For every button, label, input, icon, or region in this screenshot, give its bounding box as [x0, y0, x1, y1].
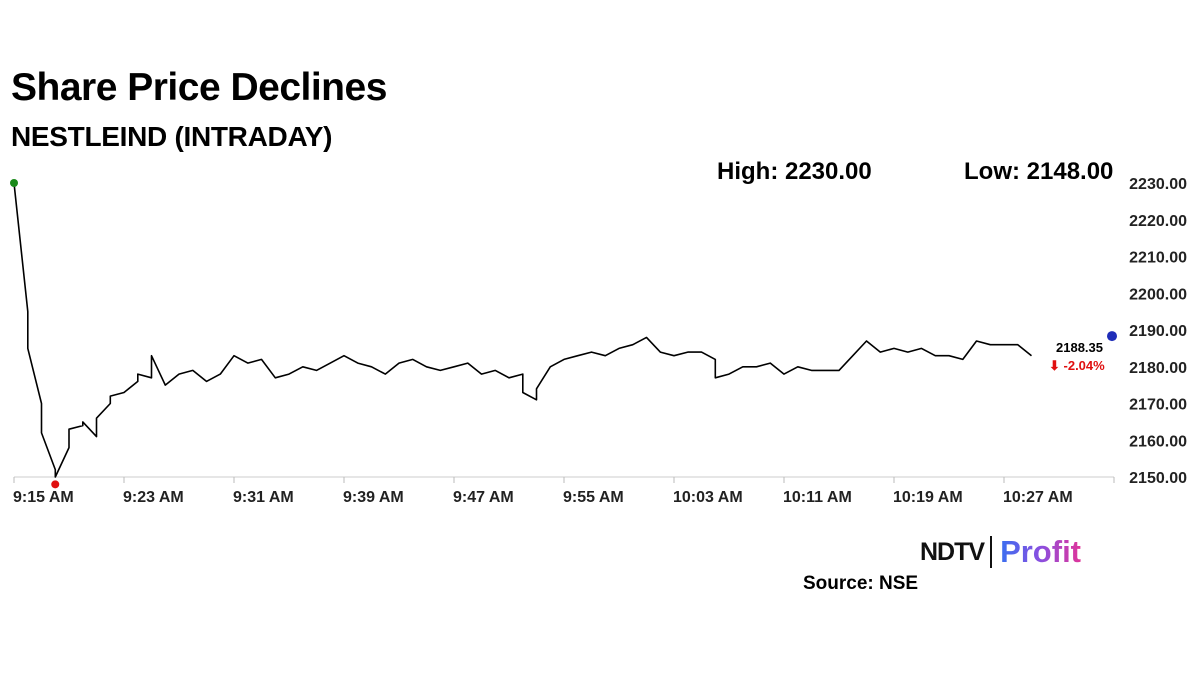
y-tick-label: 2230.00: [1129, 176, 1187, 193]
high-marker: [10, 179, 18, 187]
x-tick-label: 10:11 AM: [783, 489, 852, 506]
source-note: Source: NSE: [803, 573, 919, 594]
logo-profit-text: Profit: [1000, 534, 1081, 569]
x-tick-label: 10:27 AM: [1003, 489, 1073, 506]
x-tick-label: 9:15 AM: [13, 489, 74, 506]
y-tick-label: 2190.00: [1129, 323, 1187, 340]
chart-title: Share Price Declines: [11, 66, 387, 109]
y-tick-label: 2220.00: [1129, 213, 1187, 230]
y-tick-label: 2150.00: [1129, 470, 1187, 487]
y-tick-label: 2160.00: [1129, 433, 1187, 450]
logo-ndtv-text: NDTV: [920, 537, 985, 566]
x-tick-label: 9:47 AM: [453, 489, 514, 506]
x-tick-label: 9:23 AM: [123, 489, 184, 506]
x-tick-label: 10:19 AM: [893, 489, 963, 506]
chart-subtitle: NESTLEIND (INTRADAY): [11, 121, 333, 152]
last-price-label: 2188.35: [1056, 340, 1103, 355]
x-tick-label: 10:03 AM: [673, 489, 743, 506]
low-value: Low: 2148.00: [964, 158, 1114, 185]
y-tick-label: 2200.00: [1129, 286, 1187, 303]
y-tick-label: 2210.00: [1129, 250, 1187, 267]
y-tick-label: 2180.00: [1129, 360, 1187, 377]
x-tick-label: 9:31 AM: [233, 489, 294, 506]
last-price-marker: [1107, 331, 1117, 342]
high-value: High: 2230.00: [717, 158, 872, 185]
y-tick-label: 2170.00: [1129, 397, 1187, 414]
ndtv-profit-logo: NDTV Profit: [920, 534, 1081, 570]
change-percent-label: ⬇ -2.04%: [1049, 358, 1105, 373]
logo-divider: [990, 536, 993, 568]
x-tick-label: 9:55 AM: [563, 489, 624, 506]
x-tick-label: 9:39 AM: [343, 489, 404, 506]
low-marker: [51, 480, 60, 489]
price-line: [13, 182, 1033, 478]
